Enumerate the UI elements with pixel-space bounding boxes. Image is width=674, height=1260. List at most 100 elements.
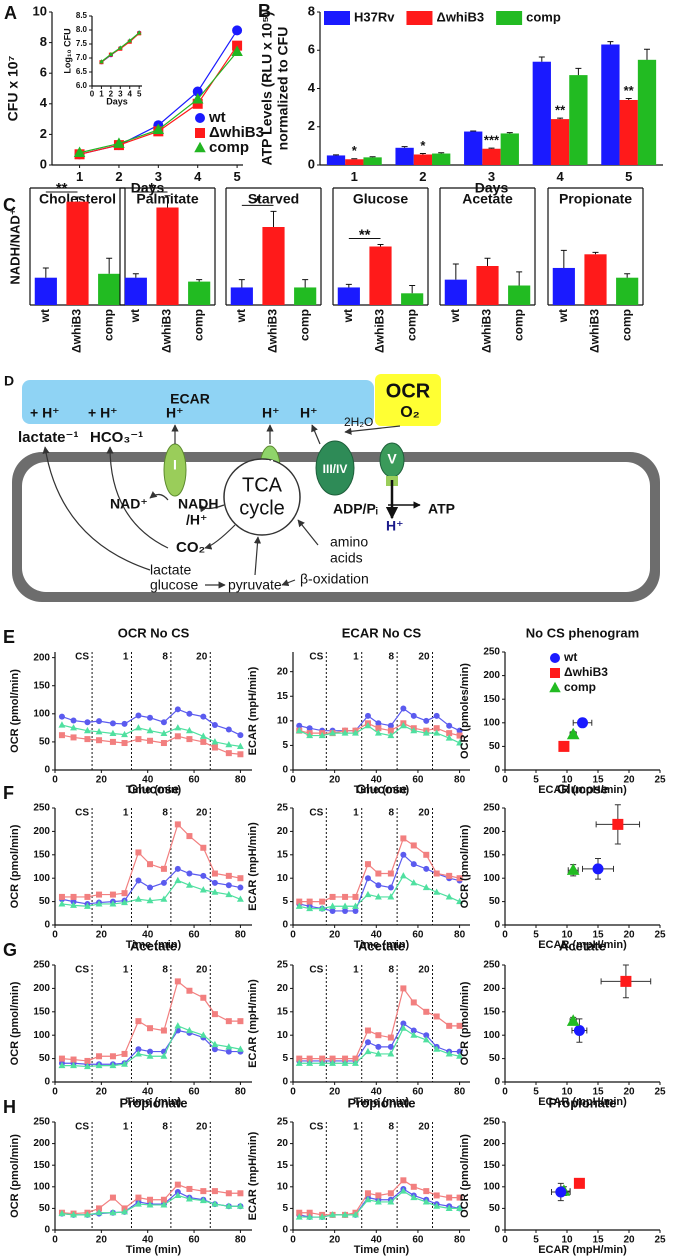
error-bar [592,251,599,255]
marker [121,1060,128,1067]
label: pyruvate [228,577,282,593]
marker [160,1052,168,1059]
marker [199,886,207,893]
x-tick-label: wt [128,309,142,323]
marker [387,727,394,734]
error-bar [470,130,477,132]
marker [135,736,142,743]
marker [375,882,382,889]
x-tick-label: 60 [188,775,200,786]
y-tick-label: 200 [483,1138,500,1149]
marker [410,879,418,886]
marker [306,1055,313,1062]
bar [395,147,414,165]
marker [433,888,441,895]
arrow [311,424,321,445]
x-tick-label: 80 [454,775,466,786]
chart-title: Glucose [353,191,408,207]
x-axis-label: ECAR (mpH/min) [538,784,627,796]
x-tick-label: 5 [533,1087,539,1098]
error-bar [538,56,545,62]
marker [352,1059,359,1066]
x-tick-label: wt [38,309,52,323]
marker [174,821,181,828]
y-tick-label: 150 [33,849,50,860]
marker [225,1043,233,1050]
marker [410,726,418,734]
marker [423,1188,430,1195]
bar [432,153,451,165]
x-tick-label: 0 [502,1235,508,1246]
y-tick-label: 100 [483,717,500,728]
panel-label: C [3,195,16,215]
x-tick-label: 5 [533,1235,539,1246]
x-tick-label: 1 [351,169,358,184]
x-axis-label: Time (min) [354,939,410,951]
x-tick-label: 60 [188,1087,200,1098]
label: NAD⁺ [110,496,148,512]
y-tick-label: 100 [33,1181,50,1192]
marker [83,902,91,909]
marker [160,1201,168,1208]
error-bar [607,41,614,45]
y-tick-label: 7.5 [76,39,88,48]
marker [96,1205,103,1212]
marker [446,722,453,729]
chart-title: Glucose [128,781,179,796]
bar [230,287,253,305]
y-tick-label: 150 [483,1160,500,1171]
label: TCA [242,474,283,496]
marker [84,736,91,743]
x-tick-label: 80 [454,930,466,941]
legend-label: ΔwhiB3 [436,9,484,24]
significance-label: * [352,143,358,158]
marker [375,870,382,877]
y-tick-label: 15 [277,1160,289,1171]
marker [399,722,407,729]
x-tick-label: 15 [592,930,604,941]
marker [96,1053,103,1060]
marker [211,1200,219,1207]
marker [135,849,142,856]
y-tick-label: 10 [277,715,289,726]
injection-label: 1 [353,965,359,976]
error-bar [351,158,358,160]
x-tick-label: wt [234,309,248,323]
y-tick-label: 250 [33,1117,50,1128]
injection-label: CS [75,1122,89,1133]
error-bar [643,48,650,60]
x-tick-label: 60 [412,1235,424,1246]
marker [445,893,453,900]
marker [58,900,66,907]
marker [410,1031,418,1038]
marker [374,729,382,736]
injection-label: 8 [162,965,168,976]
marker [136,30,142,35]
y-tick-label: 25 [277,803,289,814]
marker [200,844,207,851]
bar [294,287,317,305]
panel-label: H [3,1097,16,1117]
error-bar [333,154,340,156]
arrow [204,524,236,550]
marker [121,720,128,727]
arrow [281,579,296,587]
marker [456,727,463,734]
error-bar [438,152,445,154]
marker [108,51,114,57]
chart-title: Acetate [358,938,405,953]
injection-label: 1 [123,652,129,663]
marker [160,1027,167,1034]
injection-label: CS [75,965,89,976]
marker [121,740,128,747]
y-tick-label: 6.5 [76,67,88,76]
arrow [199,504,225,513]
marker [160,895,168,902]
y-tick-label: 100 [483,1181,500,1192]
y-axis-label: NADH/NAD⁺ [7,208,22,284]
x-tick-label: 25 [654,1087,666,1098]
marker [185,881,193,888]
y-axis-label: OCR (pmol/min) [9,824,21,908]
marker [329,1055,336,1062]
x-tick-label: 0 [290,930,296,941]
